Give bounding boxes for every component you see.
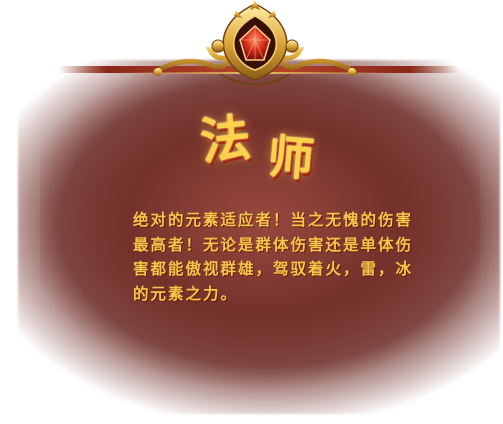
ornate-gold-crest-icon: [152, 0, 358, 86]
class-title-char-1: 法: [197, 107, 254, 172]
class-title: 法 师: [0, 92, 503, 187]
class-description: 绝对的元素适应者！当之无愧的伤害最高者！无论是群体伤害还是单体伤害都能傲视群雄，…: [133, 211, 414, 303]
class-title-char-2: 师: [265, 129, 317, 187]
card-background-glow: [40, 70, 480, 400]
